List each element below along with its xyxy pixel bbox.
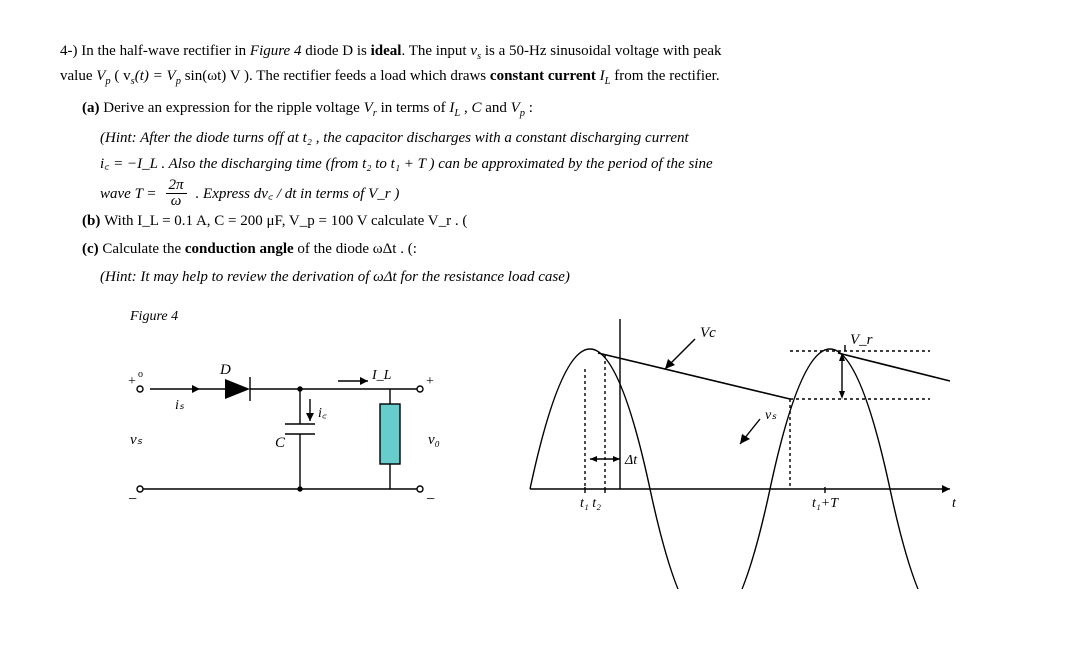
- problem-number: 4-): [60, 43, 78, 59]
- fraction: 2π ω: [166, 178, 187, 209]
- label-ic: i꜀: [318, 406, 327, 421]
- label-t1T: t₁+T: [812, 496, 839, 511]
- figure-4-container: Figure 4: [100, 309, 460, 534]
- waveform-diagram: Vc V_r vₛ Δt t₁ t₂ t₁+T t: [490, 309, 970, 589]
- hint-a-line1: (Hint: After the diode turns off at t₂ ,…: [100, 126, 1020, 150]
- plus-right: +: [426, 374, 434, 389]
- label-dt: Δt: [624, 453, 638, 468]
- plus-left: +: [128, 374, 136, 389]
- part-b: (b) With I_L = 0.1 A, C = 200 μF, V_p = …: [82, 209, 1020, 233]
- label-Vr: V_r: [850, 332, 873, 348]
- label-D: D: [219, 362, 231, 378]
- label-C: C: [275, 435, 286, 451]
- hint-a-eq: wave T = 2π ω . Express dv꜀ / dt in term…: [100, 178, 1020, 209]
- hint-c: (Hint: It may help to review the derivat…: [100, 265, 1020, 289]
- hint-a-line2: i꜀ = −I_L . Also the discharging time (f…: [100, 152, 1020, 176]
- label-vo: v₀: [428, 432, 440, 448]
- problem-intro: 4-) In the half-wave rectifier in Figure…: [60, 40, 1020, 90]
- label-vs: vₛ: [130, 432, 143, 448]
- circ-tl: o: [138, 369, 143, 380]
- label-vs-wave: vₛ: [765, 408, 777, 423]
- part-a: (a) Derive an expression for the ripple …: [82, 96, 1020, 123]
- part-c: (c) Calculate the conduction angle of th…: [82, 237, 1020, 261]
- label-is: iₛ: [175, 398, 185, 413]
- figures-row: Figure 4: [100, 309, 1020, 594]
- circuit-diagram: D iₛ I_L i꜀ C vₛ v₀ + − + − o: [100, 329, 460, 529]
- minus-left: −: [128, 491, 137, 508]
- label-Vc: Vc: [700, 325, 716, 341]
- label-IL: I_L: [371, 368, 392, 383]
- label-t1t2: t₁ t₂: [580, 496, 601, 511]
- figure-ref: Figure 4: [250, 43, 302, 59]
- figure-4-label: Figure 4: [130, 309, 460, 325]
- minus-right: −: [426, 491, 435, 508]
- label-t-axis: t: [952, 496, 957, 511]
- waveform-container: Vc V_r vₛ Δt t₁ t₂ t₁+T t: [490, 309, 970, 594]
